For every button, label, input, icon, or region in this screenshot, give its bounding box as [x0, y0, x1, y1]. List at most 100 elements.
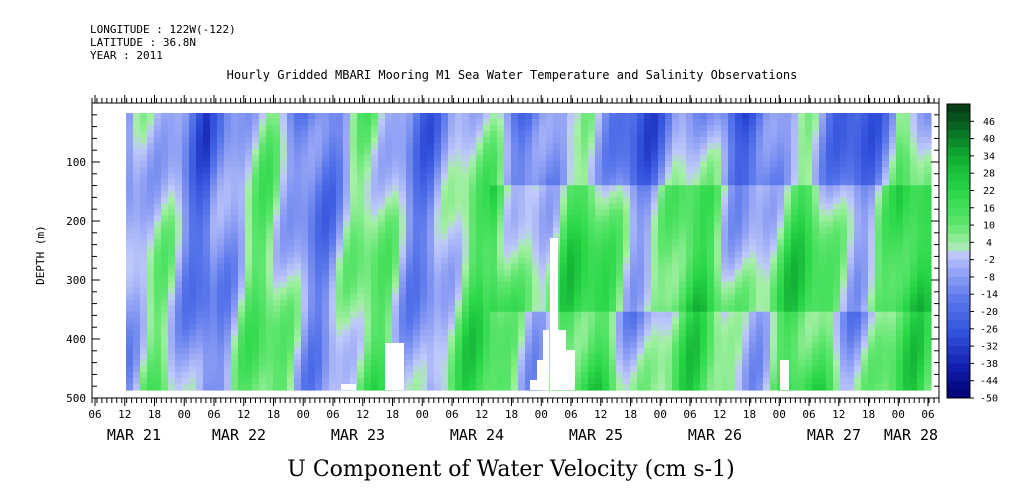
heatmap-cell: [539, 281, 547, 289]
heatmap-cell: [875, 263, 883, 271]
heatmap-cell: [784, 269, 792, 277]
heatmap-cell: [595, 149, 603, 156]
heatmap-cell: [574, 335, 582, 343]
heatmap-cell: [322, 227, 330, 235]
heatmap-cell: [798, 239, 806, 247]
heatmap-cell: [665, 197, 673, 204]
heatmap-cell: [546, 227, 554, 235]
heatmap-cell: [805, 365, 813, 373]
heatmap-cell: [462, 281, 470, 289]
heatmap-cell: [742, 257, 750, 265]
heatmap-cell: [455, 227, 463, 235]
heatmap-cell: [770, 149, 778, 156]
heatmap-cell: [308, 251, 316, 259]
heatmap-cell: [294, 239, 302, 247]
heatmap-cell: [455, 353, 463, 361]
heatmap-cell: [511, 383, 519, 391]
heatmap-cell: [791, 251, 799, 259]
heatmap-cell: [882, 149, 890, 156]
heatmap-cell: [714, 329, 722, 337]
heatmap-cell: [728, 131, 736, 138]
heatmap-cell: [371, 341, 379, 349]
heatmap-cell: [504, 323, 512, 331]
heatmap-cell: [273, 383, 281, 391]
heatmap-cell: [693, 281, 701, 289]
heatmap-cell: [637, 161, 645, 168]
heatmap-cell: [672, 257, 680, 265]
heatmap-cell: [525, 167, 533, 174]
heatmap-cell: [140, 377, 148, 385]
heatmap-cell: [735, 347, 743, 355]
heatmap-cell: [287, 329, 295, 337]
heatmap-cell: [448, 275, 456, 283]
heatmap-cell: [413, 227, 421, 235]
heatmap-cell: [546, 185, 554, 192]
heatmap-cell: [413, 335, 421, 343]
heatmap-cell: [525, 335, 533, 343]
heatmap-cell: [315, 245, 323, 253]
heatmap-cell: [301, 263, 309, 271]
heatmap-cell: [581, 239, 589, 247]
heatmap-cell: [770, 377, 778, 385]
heatmap-cell: [679, 149, 687, 156]
heatmap-cell: [805, 311, 813, 319]
heatmap-cell: [511, 311, 519, 319]
heatmap-cell: [567, 179, 575, 186]
heatmap-cell: [742, 197, 750, 204]
heatmap-cell: [581, 167, 589, 174]
heatmap-cell: [252, 341, 260, 349]
heatmap-cell: [182, 311, 190, 319]
heatmap-cell: [175, 161, 183, 168]
heatmap-cell: [588, 275, 596, 283]
heatmap-cell: [756, 239, 764, 247]
heatmap-cell: [539, 305, 547, 313]
heatmap-cell: [798, 347, 806, 355]
heatmap-cell: [623, 185, 631, 192]
heatmap-cell: [665, 239, 673, 247]
heatmap-cell: [147, 263, 155, 271]
heatmap-cell: [560, 323, 568, 331]
heatmap-cell: [735, 233, 743, 241]
heatmap-cell: [315, 263, 323, 271]
heatmap-cell: [840, 347, 848, 355]
heatmap-cell: [231, 137, 239, 144]
heatmap-cell: [833, 179, 841, 186]
heatmap-cell: [280, 233, 288, 241]
heatmap-cell: [777, 221, 785, 229]
heatmap-cell: [217, 371, 225, 379]
heatmap-cell: [581, 143, 589, 150]
heatmap-cell: [175, 257, 183, 265]
heatmap-cell: [686, 371, 694, 379]
heatmap-cell: [805, 359, 813, 367]
heatmap-cell: [637, 227, 645, 235]
heatmap-cell: [651, 149, 659, 156]
heatmap-cell: [700, 191, 708, 198]
heatmap-cell: [469, 257, 477, 265]
heatmap-cell: [154, 155, 162, 162]
heatmap-cell: [574, 377, 582, 385]
heatmap-cell: [833, 299, 841, 307]
heatmap-cell: [630, 305, 638, 313]
heatmap-cell: [189, 365, 197, 373]
heatmap-cell: [693, 263, 701, 271]
heatmap-cell: [539, 257, 547, 265]
heatmap-cell: [672, 155, 680, 162]
heatmap-cell: [700, 209, 708, 216]
heatmap-cell: [609, 353, 617, 361]
heatmap-cell: [756, 371, 764, 379]
heatmap-cell: [504, 353, 512, 361]
heatmap-cell: [644, 311, 652, 319]
heatmap-cell: [455, 263, 463, 271]
heatmap-cell: [266, 203, 274, 210]
heatmap-cell: [574, 251, 582, 259]
heatmap-cell: [672, 233, 680, 241]
heatmap-cell: [448, 335, 456, 343]
heatmap-cell: [798, 251, 806, 259]
heatmap-cell: [413, 287, 421, 295]
heatmap-cell: [392, 197, 400, 204]
heatmap-cell: [203, 275, 211, 283]
heatmap-cell: [448, 197, 456, 204]
heatmap-cell: [343, 329, 351, 337]
heatmap-cell: [777, 311, 785, 319]
heatmap-cell: [308, 353, 316, 361]
